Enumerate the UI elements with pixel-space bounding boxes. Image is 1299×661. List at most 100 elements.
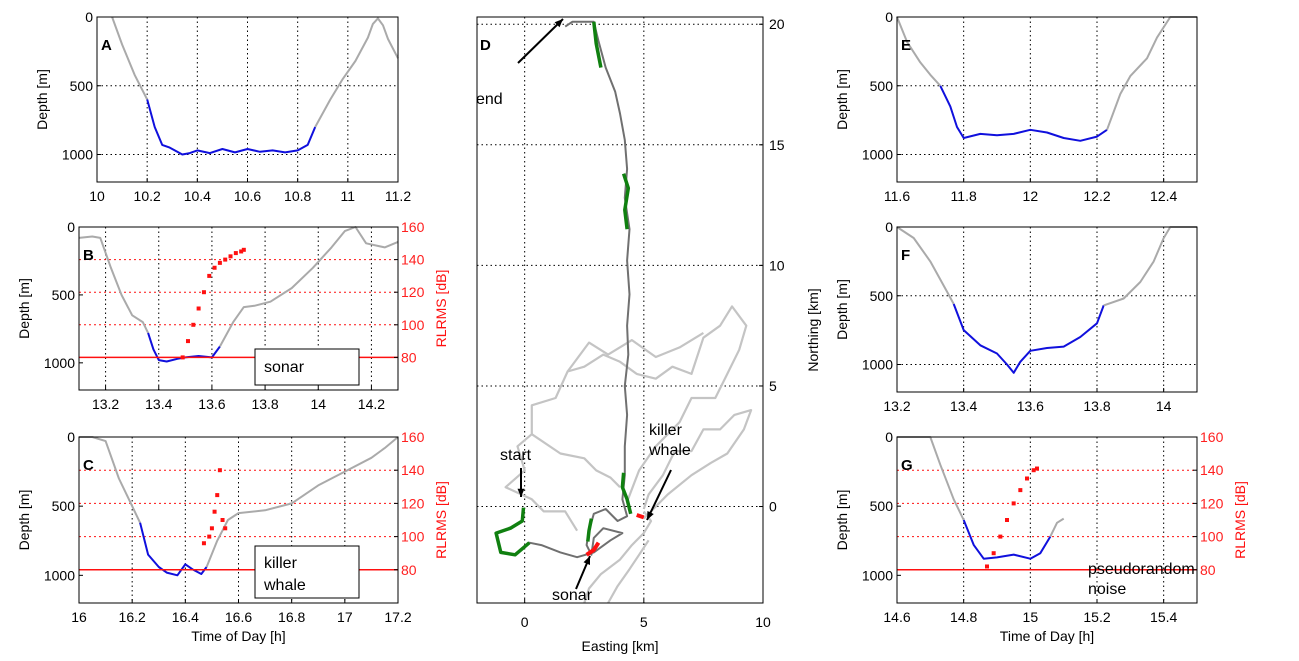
x-tick-label: 13.2 [92,396,119,412]
y2-tick-label: 80 [401,349,417,365]
y-tick-label: 15 [769,137,785,153]
x-tick-label: 14.6 [883,609,910,625]
y-axis-label: Depth [m] [834,69,850,130]
y-tick-label: 0 [885,219,893,235]
panel-a: 10 10.2 10.4 10.6 10.8 11 11.2 0 500 1000 Depth [m… [34,9,411,204]
x-tick-label: 15.4 [1150,609,1177,625]
y2-tick-label: 120 [1200,495,1224,511]
surface-profile [78,235,149,334]
y2-axis-label: RLRMS [dB] [433,270,449,348]
dive-profile [952,303,1105,374]
exposure-segment [636,513,645,520]
y-axis-label: Depth [m] [16,278,32,339]
x-tick-label: 15.2 [1083,609,1110,625]
rl-point [209,526,214,531]
y-tick-label: 0 [769,499,777,515]
x-tick-label: 10.4 [184,188,211,204]
y-tick-label: 10 [769,257,785,273]
y-tick-label: 500 [870,498,894,514]
y2-tick-label: 160 [401,429,425,445]
surface-profile [1106,16,1197,131]
y-tick-label: 1000 [862,357,893,373]
axes-frame [476,16,764,604]
x-tick-label: 13.8 [1083,398,1110,414]
rl-point [212,509,217,514]
x-tick-label: 13.8 [251,396,278,412]
y-tick-label: 20 [769,16,785,32]
legend-text-2: whale [263,577,306,594]
x-tick-label: 11.6 [884,188,910,204]
x-tick-label: 5 [640,614,648,630]
x-tick-label: 14 [1156,398,1172,414]
y-tick-label: 0 [67,429,75,445]
surface-profile [314,17,399,128]
y-tick-label: 500 [70,78,94,94]
rl-point [1031,468,1036,473]
panel-label: D [480,37,491,54]
killer-whale-arrow [646,469,672,521]
other-track [583,510,653,604]
x-tick-label: 13.4 [950,398,977,414]
axes-frame [78,226,399,391]
x-tick-label: 12.4 [1150,188,1177,204]
dive-profile [962,519,1052,560]
rl-point [201,290,206,295]
surface-profile [111,16,149,100]
dive-segment [494,507,531,557]
x-tick-label: 16.2 [119,609,146,625]
rl-point [1018,488,1023,493]
start-label: start [500,447,532,464]
x-tick-label: 14 [310,396,326,412]
y2-tick-label: 80 [1200,562,1216,578]
legend-text: killer [264,555,298,572]
dive-profile [939,85,1108,142]
y-tick-label: 1000 [62,147,93,163]
legend-box [254,545,360,599]
x-tick-label: 14.2 [358,396,385,412]
y2-tick-label: 140 [401,462,425,478]
panel-label: F [901,247,910,264]
surface-profile [219,226,399,347]
dive-profile [139,522,208,577]
x-tick-label: 13.6 [1017,398,1044,414]
rl-point [223,257,228,262]
rl-point [239,249,244,254]
y2-tick-label: 120 [401,284,425,300]
y-tick-label: 1000 [862,567,893,583]
y2-tick-label: 100 [1200,529,1224,545]
killer-whale-arrow-head [647,511,654,520]
y-axis-label: Depth [m] [16,490,32,551]
exposure-segment [585,541,601,557]
rl-point [220,518,225,522]
rl-point [991,551,996,556]
dive-segment [592,21,603,68]
rl-point [1005,518,1009,522]
x-tick-label: 16.8 [278,609,305,625]
x-tick-label: 17.2 [384,609,411,625]
panel-b: 13.2 13.4 13.6 13.8 14 14.2 0 500 1000 80 100 120 14… [16,219,449,412]
rl-point [212,265,217,270]
x-tick-label: 16 [71,609,87,625]
y-tick-label: 0 [85,9,93,25]
y-axis-label: Depth [m] [834,490,850,551]
surface-profile [1049,517,1065,538]
rl-point [191,322,196,327]
x-tick-label: 13.2 [883,398,910,414]
x-tick-label: 12.2 [1083,188,1110,204]
surface-profile [896,16,942,87]
panel-f: 13.2 13.4 13.6 13.8 14 0 500 1000 Depth [m] F [834,219,1198,414]
focal-track [495,20,631,559]
y-axis-label: Depth [m] [34,69,50,130]
x-axis-label: Easting [km] [581,638,658,654]
other-track [566,331,704,373]
x-tick-label: 16.4 [172,609,199,625]
y2-axis-label: RLRMS [dB] [1232,481,1248,559]
legend-box [254,348,360,386]
rl-point [201,541,206,546]
surface-profile [896,226,955,305]
other-track [642,409,753,520]
axes-frame [896,436,1198,604]
rl-point [1011,501,1016,506]
sonar-label: sonar [552,587,593,604]
y2-tick-label: 100 [401,529,425,545]
